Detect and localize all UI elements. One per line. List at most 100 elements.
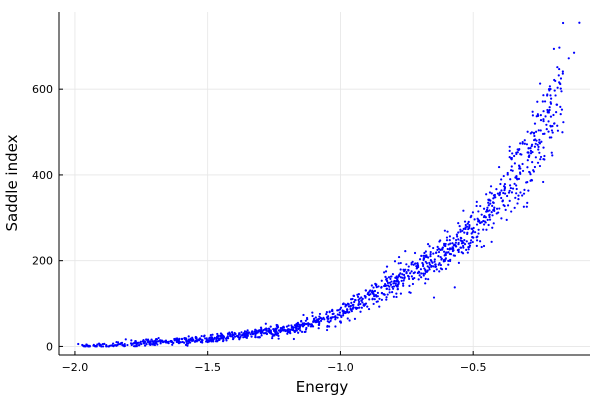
data-point [433,270,436,273]
data-point [466,222,469,225]
data-point [475,200,478,203]
data-point [397,282,400,285]
data-point [454,241,457,244]
data-point [325,328,329,332]
data-point [506,194,509,198]
data-point [420,276,423,279]
data-point [389,277,392,281]
data-point [246,329,249,332]
data-point [486,206,489,209]
data-point [300,320,303,323]
data-point [516,151,519,154]
data-point [406,274,410,277]
data-point [466,251,469,254]
data-point [351,303,354,307]
data-point [149,342,152,345]
data-point [180,337,184,340]
data-point [462,209,465,212]
data-point [466,231,469,234]
data-point [249,333,252,336]
data-point [413,276,416,280]
data-point [357,300,361,304]
data-point [510,157,513,160]
data-point [326,325,329,328]
data-point [539,119,543,122]
data-point [338,311,341,314]
data-point [317,320,320,323]
data-point [442,250,446,253]
data-point [245,332,248,335]
data-point [424,282,427,285]
data-point [435,268,438,271]
data-point [509,184,512,187]
data-point [171,343,174,346]
data-point [246,334,249,337]
data-point [384,284,387,288]
data-point [531,110,534,113]
data-point [402,279,405,282]
data-point [103,342,106,346]
data-point [482,207,486,210]
data-point [218,337,221,341]
data-point [518,165,521,168]
data-point [558,67,561,71]
data-point [471,240,474,244]
data-point [444,257,447,260]
data-point [534,156,537,159]
data-point [467,246,470,249]
data-point [380,279,383,282]
data-point [434,263,437,266]
data-point [550,97,553,100]
data-point [213,336,216,339]
data-point [560,90,563,93]
data-point [445,239,449,242]
data-point [436,245,439,248]
data-point [401,273,404,276]
data-point [394,284,398,287]
data-point [510,165,513,168]
data-point [121,344,124,347]
data-point [528,170,531,174]
data-point [452,247,455,250]
data-point [392,295,395,298]
data-point [185,339,188,342]
data-point [399,292,402,295]
data-point [380,298,383,301]
x-tick-label: −1.5 [194,361,221,374]
data-point [358,297,361,300]
data-point [137,344,141,347]
data-point [545,123,548,126]
data-point [291,328,294,332]
data-point [222,337,225,340]
data-point [493,206,496,209]
data-point [519,142,522,145]
x-tick-label: −1.0 [327,361,354,374]
data-point [554,94,557,97]
data-point [423,251,426,255]
data-point [517,177,521,180]
data-point [189,337,192,340]
data-point [181,340,184,344]
data-point [506,171,509,175]
data-point [549,94,552,97]
data-point [130,339,133,342]
data-point [155,340,158,343]
data-point [490,240,493,243]
data-point [201,341,204,344]
data-point [432,265,435,268]
data-point [434,251,438,254]
data-point [404,250,407,253]
data-point [432,246,435,250]
data-point [440,268,444,271]
data-point [561,70,564,73]
data-point [548,85,551,88]
data-point [510,191,514,194]
data-point [553,122,556,125]
data-point [331,316,334,319]
data-point [385,287,388,290]
data-point [329,319,332,322]
data-point [455,233,458,236]
data-point [235,334,239,338]
data-point [515,176,518,179]
data-point [395,275,398,278]
